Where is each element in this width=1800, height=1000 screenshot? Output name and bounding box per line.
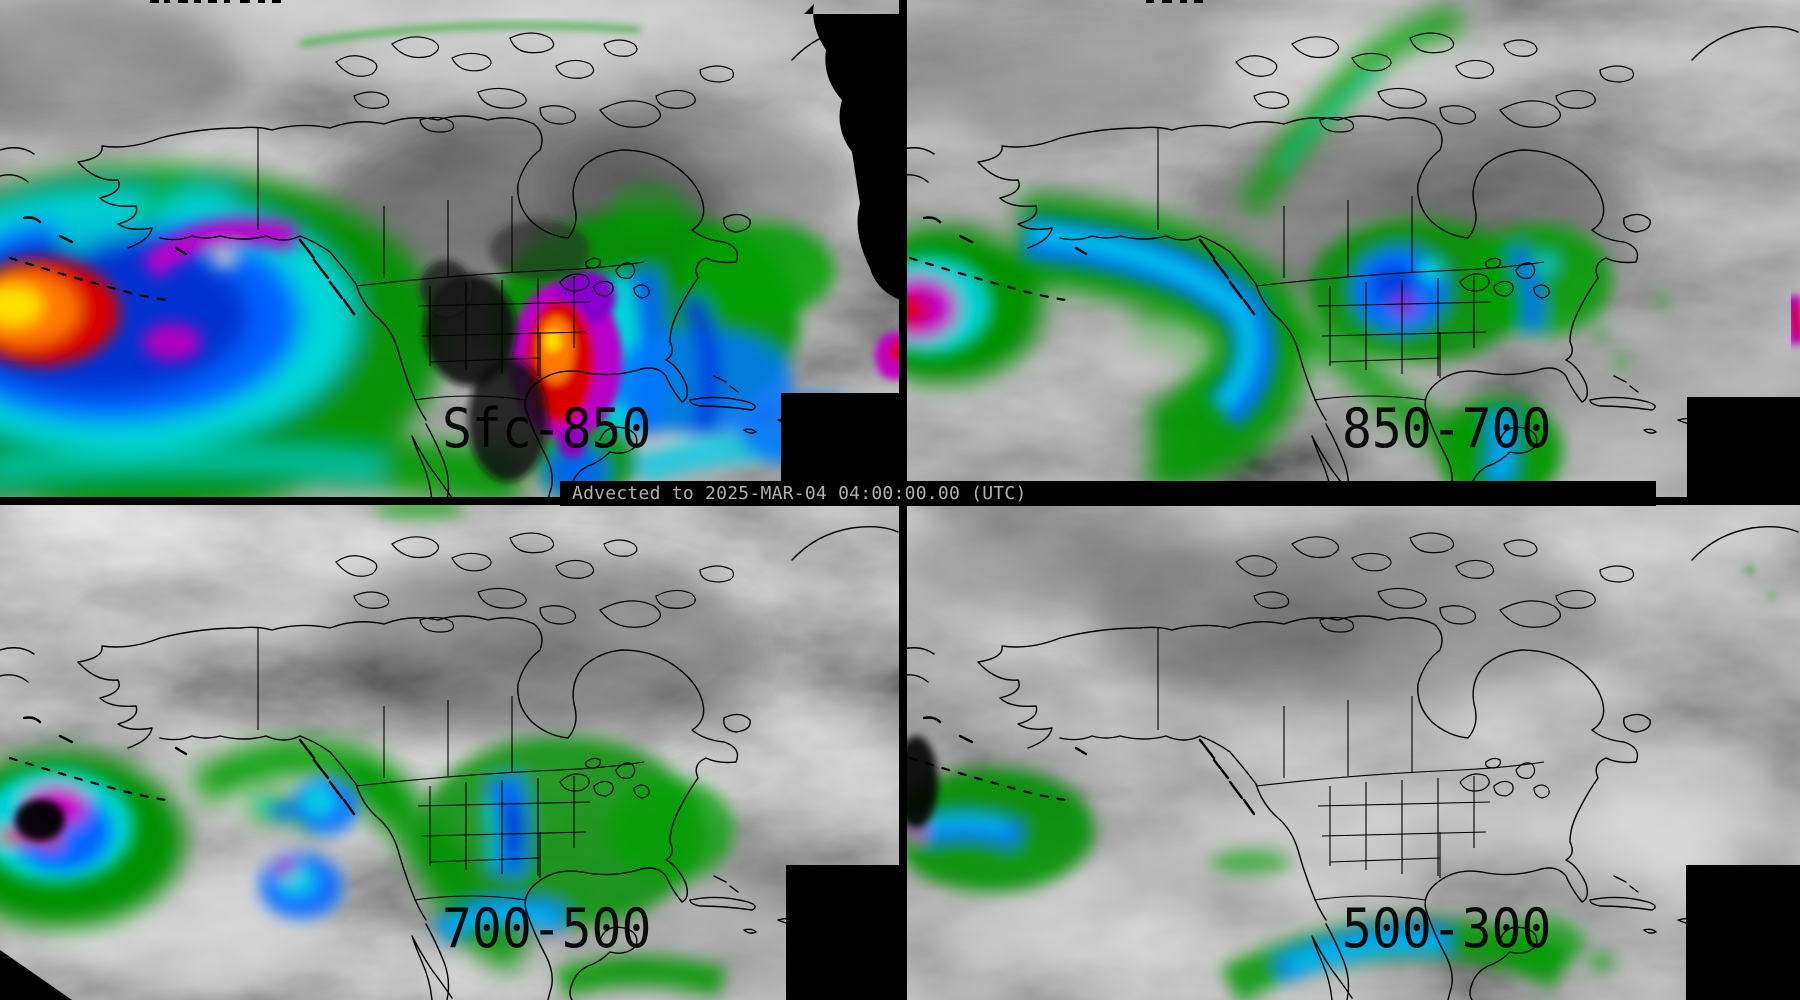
top-right-specks — [1745, 566, 1776, 599]
panel-sfc-850: Sfc-850 — [0, 0, 900, 500]
cropped-top-text-marks — [150, 0, 281, 3]
void-rectangle — [1686, 865, 1800, 1000]
timestamp-text: Advected to 2025-MAR-04 04:00:00.00 (UTC… — [572, 483, 1027, 504]
pacific-plume-core — [0, 218, 299, 366]
panel-500-300: 500-300 — [900, 500, 1800, 1000]
gulf-moisture-column — [1438, 396, 1562, 500]
large-scale-shading — [900, 500, 1785, 990]
spiral-core-band — [900, 66, 1383, 429]
panel-label-sfc-850: Sfc-850 — [442, 397, 652, 460]
void-rectangle — [1687, 397, 1800, 500]
panel-850-700: 850-700 — [900, 0, 1800, 500]
dry-land-dark-areas — [420, 220, 590, 482]
left-dark-slot — [900, 736, 938, 828]
corner-missing-data — [0, 950, 72, 1000]
map-700-500 — [0, 500, 900, 1000]
panel-label-850-700: 850-700 — [1342, 397, 1552, 460]
left-moisture-patch — [900, 768, 1094, 892]
left-core-dry-slot — [15, 799, 65, 841]
us-moisture — [374, 500, 734, 997]
void-rectangle — [786, 865, 900, 1000]
map-sfc-850 — [0, 0, 900, 500]
cropped-top-text-marks — [1146, 0, 1203, 3]
arctic-missing-data — [804, 4, 900, 300]
top-green-arc — [299, 22, 641, 47]
map-850-700 — [900, 0, 1800, 500]
right-edge-storm — [1784, 295, 1800, 345]
coastal-moisture-patches — [254, 777, 359, 919]
map-500-300 — [900, 500, 1800, 1000]
timestamp-bar: Advected to 2025-MAR-04 04:00:00.00 (UTC… — [560, 481, 1656, 506]
panel-label-700-500: 700-500 — [442, 897, 652, 960]
panel-label-500-300: 500-300 — [1342, 897, 1552, 960]
panel-700-500: 700-500 — [0, 500, 900, 1000]
us-moisture-patches — [1308, 218, 1669, 368]
